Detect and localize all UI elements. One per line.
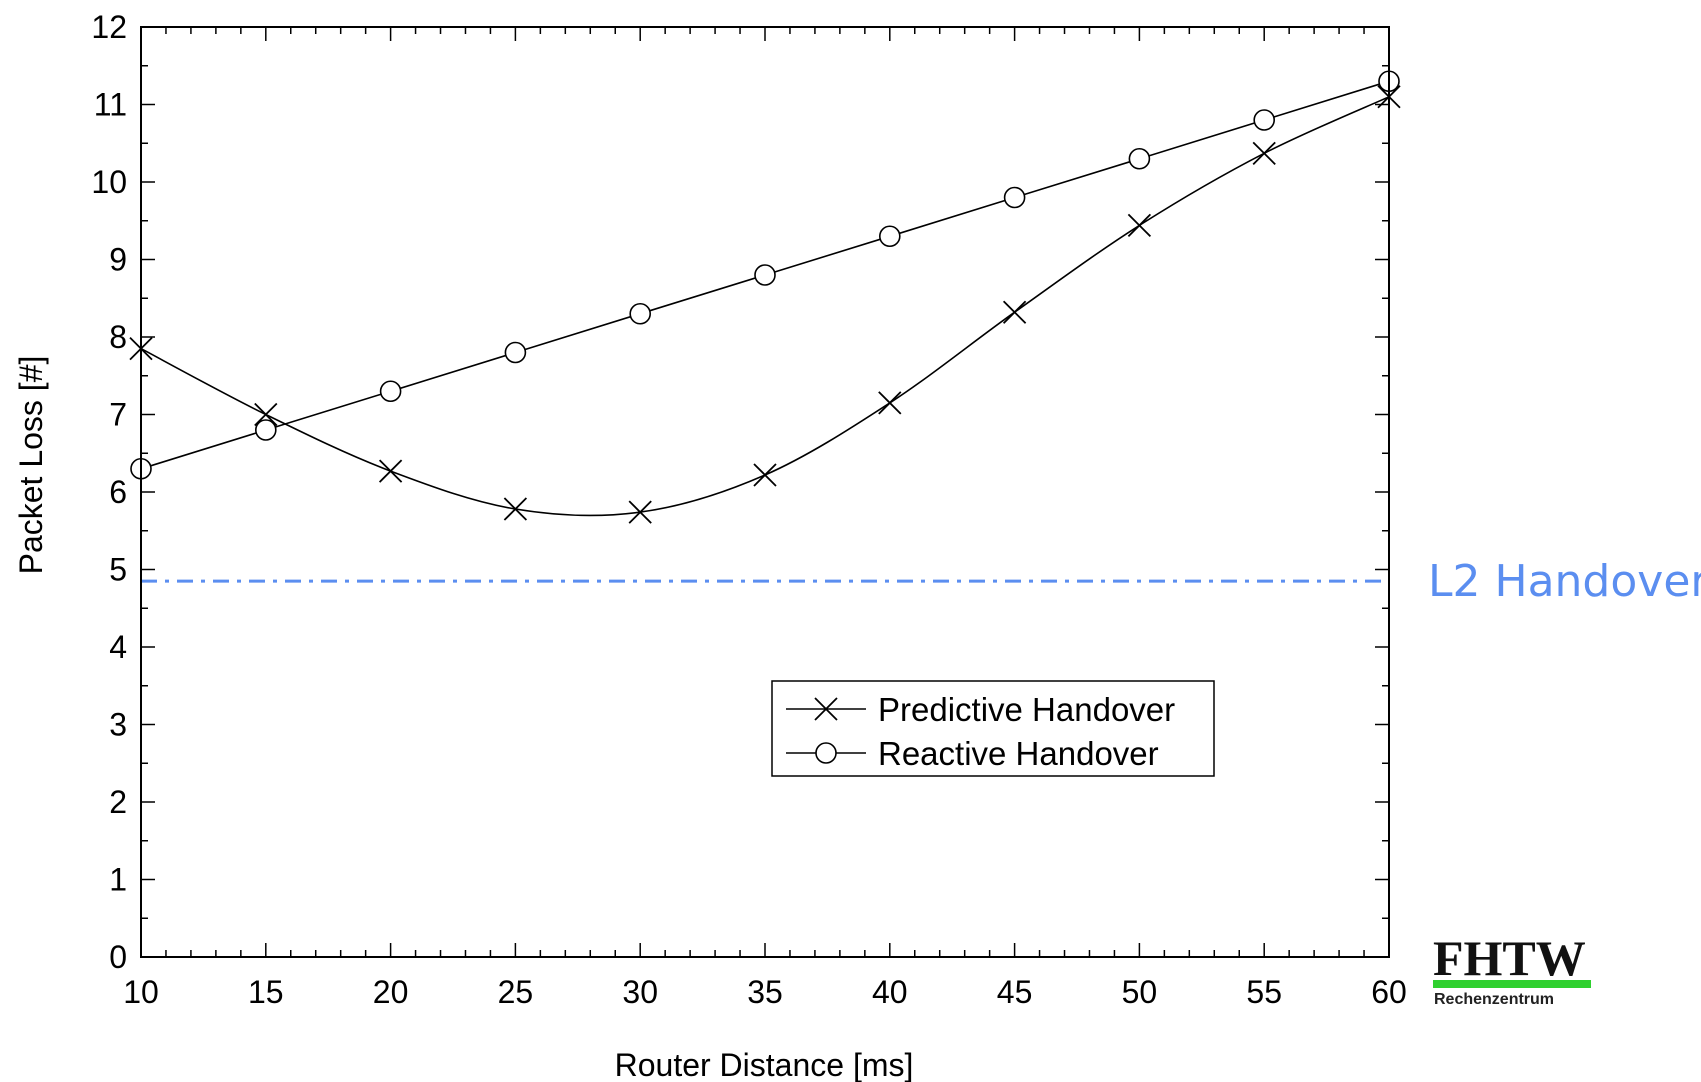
plot-frame xyxy=(140,26,1390,958)
x-tick-label: 20 xyxy=(373,974,409,1010)
y-tick-label: 7 xyxy=(109,397,127,433)
legend-label-predictive: Predictive Handover xyxy=(878,691,1175,728)
legend-label-reactive: Reactive Handover xyxy=(878,735,1159,772)
predictive-point-20 xyxy=(378,459,403,483)
reactive-point-30 xyxy=(629,302,652,325)
fhtw-logo: FHTW Rechenzentrum xyxy=(1433,930,1591,1008)
y-tick-label: 11 xyxy=(94,87,127,123)
x-tick-label: 15 xyxy=(248,974,284,1010)
predictive-point-30 xyxy=(628,500,652,524)
x-tick-label: 35 xyxy=(747,974,783,1010)
logo-subtitle: Rechenzentrum xyxy=(1434,991,1554,1008)
reactive-point-25 xyxy=(504,341,527,364)
legend-marker-reactive xyxy=(815,742,837,764)
logo-accent-bar xyxy=(1433,980,1591,988)
l2-handover-label: L2 Handover xyxy=(1428,556,1701,607)
reference-layer: L2 Handover xyxy=(141,556,1701,607)
x-tick-label: 10 xyxy=(123,974,159,1010)
legend: Predictive Handover Reactive Handover xyxy=(771,680,1215,777)
legend-marker-predictive xyxy=(814,697,838,721)
y-tick-label: 6 xyxy=(109,474,127,510)
y-tick-label: 1 xyxy=(109,862,127,898)
reactive-point-15 xyxy=(254,419,277,441)
predictive-point-55 xyxy=(1252,141,1276,165)
y-tick-label: 3 xyxy=(109,707,127,743)
x-tick-label: 45 xyxy=(997,974,1033,1010)
reactive-point-45 xyxy=(1003,186,1026,209)
predictive-point-15 xyxy=(254,402,278,427)
x-tick-label: 50 xyxy=(1122,974,1158,1010)
series-layer xyxy=(129,70,1401,524)
x-tick-label: 55 xyxy=(1246,974,1282,1010)
y-axis-title: Packet Loss [#] xyxy=(13,356,49,575)
predictive-point-25 xyxy=(503,497,528,521)
logo-title: FHTW xyxy=(1433,930,1586,986)
predictive-point-35 xyxy=(753,463,777,487)
reactive-point-55 xyxy=(1253,109,1275,131)
x-tick-label: 25 xyxy=(498,974,534,1010)
legend-box xyxy=(771,680,1215,777)
predictive-point-50 xyxy=(1127,213,1152,238)
y-tick-label: 8 xyxy=(109,319,127,355)
y-tick-label: 10 xyxy=(91,164,127,200)
reactive-point-35 xyxy=(754,264,776,286)
x-tick-label: 60 xyxy=(1371,974,1407,1010)
reactive-point-20 xyxy=(379,380,402,403)
y-tick-label: 5 xyxy=(109,552,127,588)
y-tick-label: 2 xyxy=(109,784,127,820)
reactive-point-40 xyxy=(878,225,901,248)
reactive-point-50 xyxy=(1128,147,1151,170)
x-tick-label: 30 xyxy=(622,974,658,1010)
y-tick-label: 9 xyxy=(109,242,127,278)
x-tick-label: 40 xyxy=(872,974,908,1010)
predictive-point-40 xyxy=(878,391,902,415)
y-tick-label: 0 xyxy=(109,939,127,975)
predictive-handover-line xyxy=(140,96,1390,517)
predictive-point-45 xyxy=(1002,300,1027,324)
y-tick-label: 4 xyxy=(109,629,127,665)
axis-layer: 10 15 20 25 30 35 40 45 50 55 600123456789101112Ro… xyxy=(13,9,1407,1082)
y-tick-label: 12 xyxy=(91,9,127,45)
x-axis-title: Router Distance [ms] xyxy=(615,1047,914,1082)
